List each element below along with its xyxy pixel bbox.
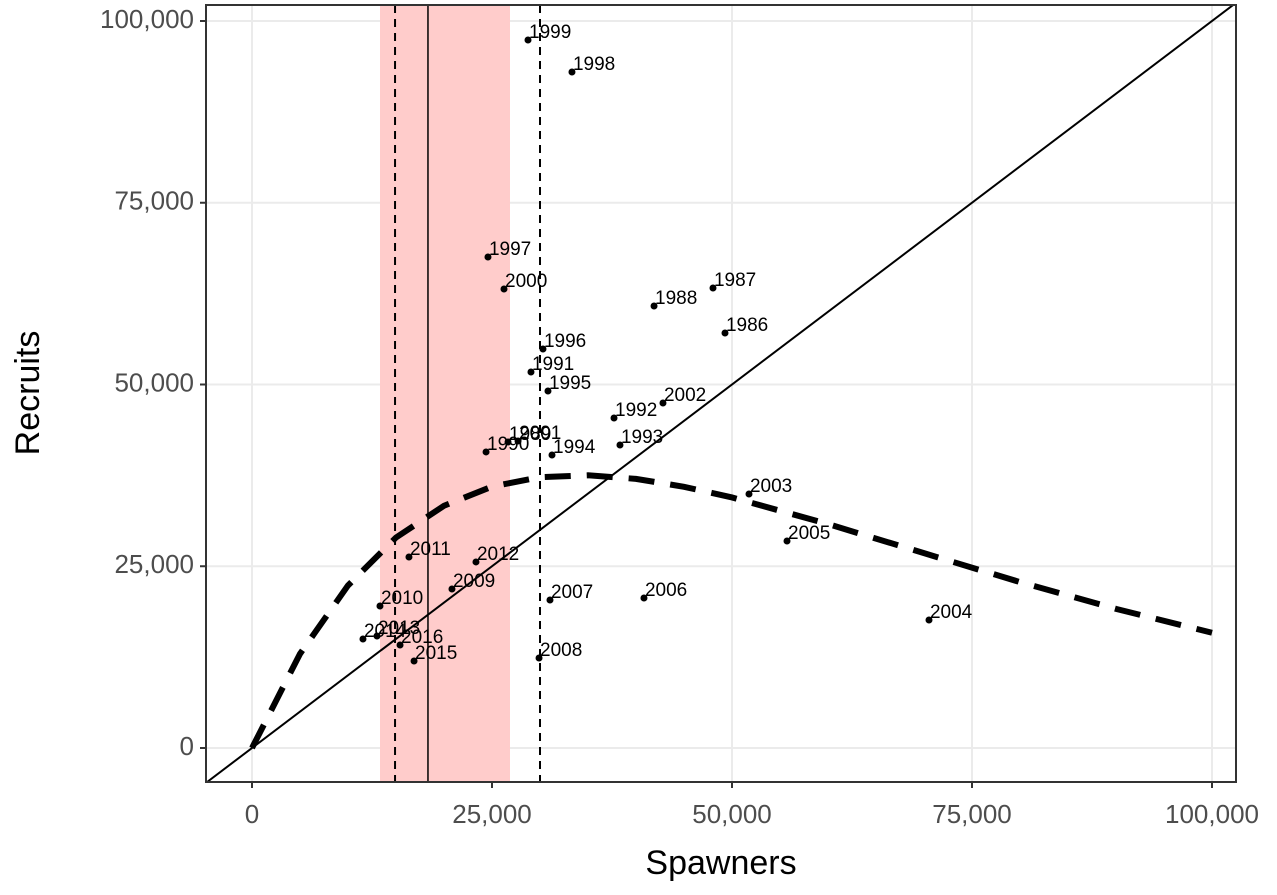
point-label: 2007 [551, 582, 593, 603]
point [544, 387, 552, 395]
point-label: 2011 [410, 539, 451, 560]
point [548, 451, 556, 459]
point-label: 1988 [655, 288, 697, 309]
point [376, 602, 384, 610]
point [721, 329, 729, 337]
point [659, 399, 667, 407]
point-label: 1999 [529, 22, 571, 43]
y-tick-label: 50,000 [114, 367, 194, 397]
point [500, 285, 508, 293]
point [535, 654, 543, 662]
point [396, 641, 404, 649]
point-label: 2008 [540, 640, 582, 661]
point-label: 1987 [714, 270, 756, 291]
point [484, 253, 492, 261]
point [925, 616, 933, 624]
point-label: 2005 [788, 523, 830, 544]
point [709, 284, 717, 292]
y-tick-label: 100,000 [100, 4, 194, 34]
point [640, 594, 648, 602]
point [405, 553, 413, 561]
point-label: 1996 [544, 331, 586, 352]
point-label: 1992 [615, 400, 657, 421]
panel: 1986198719881989199019911992199319941995… [206, 5, 1236, 782]
point-label: 2016 [401, 627, 443, 648]
point [527, 368, 535, 376]
point [568, 68, 576, 76]
point [410, 657, 418, 665]
point [373, 632, 381, 640]
point-label: 1997 [489, 239, 531, 260]
x-tick-label: 75,000 [932, 799, 1012, 829]
point [783, 537, 791, 545]
fitted-curve [249, 472, 1213, 750]
point [448, 585, 456, 593]
point-label: 2001 [519, 423, 561, 444]
point-label: 2009 [453, 571, 495, 592]
x-tick-label: 0 [245, 799, 259, 829]
point-label: 2014 [364, 621, 407, 642]
point [472, 558, 480, 566]
point-label: 2015 [415, 643, 457, 664]
point [504, 438, 512, 446]
y-tick-label: 0 [180, 731, 194, 761]
y-tick-label: 25,000 [114, 549, 194, 579]
x-tick-label: 50,000 [692, 799, 772, 829]
point-label: 1991 [532, 354, 574, 375]
point-label: 2006 [645, 580, 687, 601]
point [514, 437, 522, 445]
point-label: 1994 [553, 437, 596, 458]
y-tick-label: 75,000 [114, 186, 194, 216]
point-label: 2002 [664, 385, 706, 406]
x-tick-label: 25,000 [452, 799, 532, 829]
point [524, 36, 532, 44]
point-label: 2013 [378, 618, 420, 639]
y-axis-title: Recruits [9, 331, 47, 456]
range-band [379, 5, 511, 782]
point-label: 1986 [726, 315, 768, 336]
x-tick-label: 100,000 [1165, 799, 1259, 829]
point [546, 596, 554, 604]
point-label: 2012 [477, 544, 519, 565]
panel-border [205, 4, 1237, 783]
point-label: 2010 [381, 588, 423, 609]
point-label: 1995 [549, 373, 591, 394]
point [745, 490, 753, 498]
point [539, 345, 547, 353]
point-label: 1998 [573, 54, 615, 75]
point-label: 2004 [930, 602, 973, 623]
point [616, 441, 624, 449]
point [482, 448, 490, 456]
replacement-line [206, 5, 1235, 782]
point-label: 2000 [505, 271, 547, 292]
point [359, 635, 367, 643]
point-label: 1993 [621, 427, 663, 448]
point-label: 2003 [750, 476, 792, 497]
point [610, 414, 618, 422]
point [650, 302, 658, 310]
x-axis-title: Spawners [645, 844, 796, 882]
